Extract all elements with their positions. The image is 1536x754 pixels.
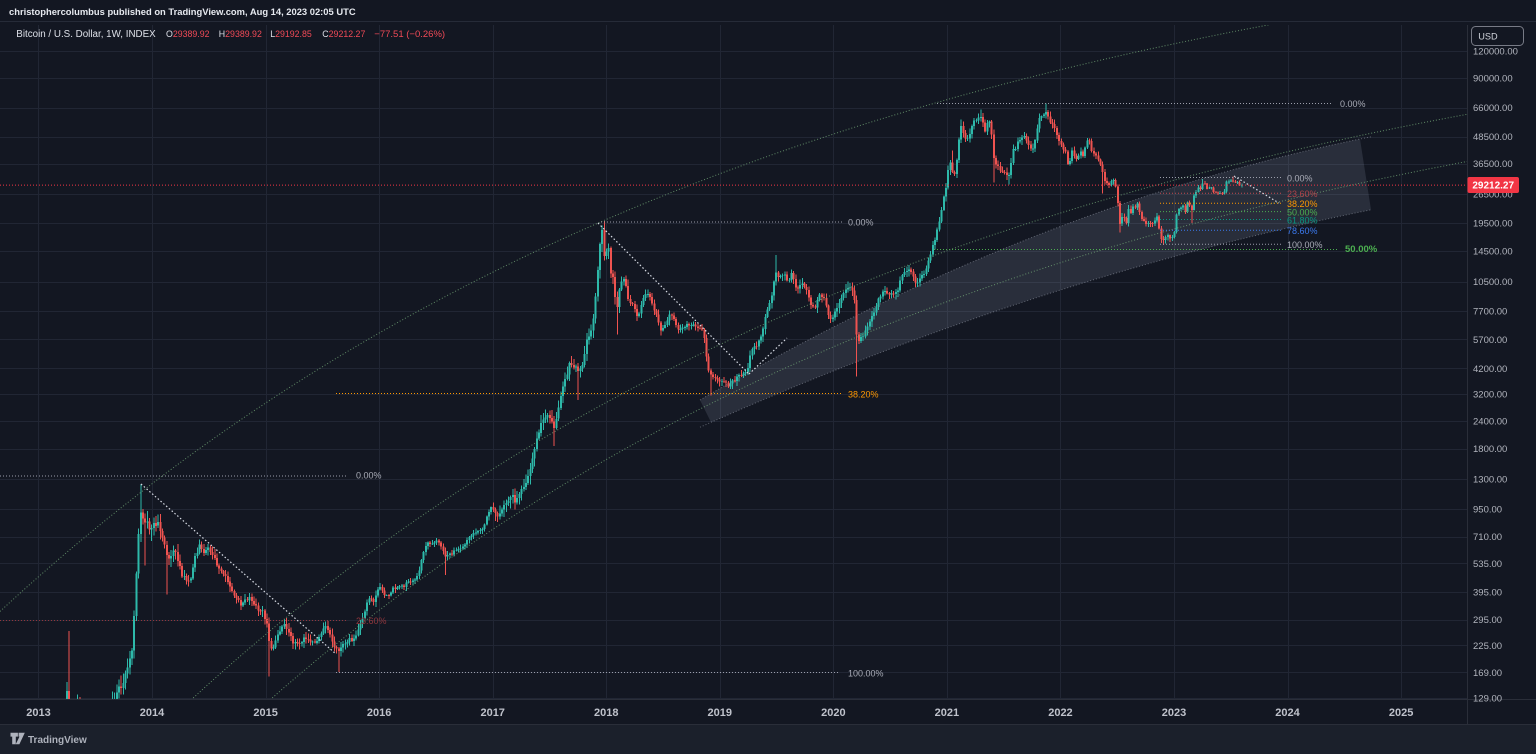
svg-text:950.00: 950.00 (1473, 504, 1502, 515)
svg-text:36500.00: 36500.00 (1473, 159, 1513, 170)
svg-text:1300.00: 1300.00 (1473, 475, 1507, 486)
svg-text:2017: 2017 (480, 707, 504, 719)
svg-text:23.60%: 23.60% (356, 616, 387, 626)
svg-text:29212.27: 29212.27 (1472, 181, 1514, 192)
svg-text:2022: 2022 (1048, 707, 1072, 719)
svg-text:19500.00: 19500.00 (1473, 218, 1513, 229)
svg-text:0.00%: 0.00% (848, 218, 874, 228)
svg-text:2023: 2023 (1162, 707, 1186, 719)
svg-text:120000.00: 120000.00 (1473, 46, 1518, 57)
svg-text:2015: 2015 (253, 707, 277, 719)
svg-text:535.00: 535.00 (1473, 559, 1502, 570)
svg-text:2024: 2024 (1275, 707, 1300, 719)
svg-text:2016: 2016 (367, 707, 391, 719)
svg-text:100.00%: 100.00% (1287, 240, 1323, 250)
svg-text:2019: 2019 (708, 707, 732, 719)
svg-text:50.00%: 50.00% (1287, 208, 1318, 218)
svg-text:L29192.85: L29192.85 (270, 29, 312, 39)
svg-text:2400.00: 2400.00 (1473, 417, 1507, 428)
svg-text:H29389.92: H29389.92 (219, 29, 262, 39)
svg-text:4200.00: 4200.00 (1473, 364, 1507, 375)
svg-text:0.00%: 0.00% (1287, 174, 1313, 184)
svg-text:2020: 2020 (821, 707, 845, 719)
svg-text:christophercolumbus published: christophercolumbus published on Trading… (9, 6, 356, 17)
svg-text:1800.00: 1800.00 (1473, 444, 1507, 455)
svg-text:38.20%: 38.20% (848, 390, 879, 400)
svg-text:90000.00: 90000.00 (1473, 74, 1513, 85)
svg-text:26500.00: 26500.00 (1473, 189, 1513, 200)
svg-text:23.60%: 23.60% (1287, 189, 1318, 199)
svg-text:295.00: 295.00 (1473, 615, 1502, 626)
svg-text:7700.00: 7700.00 (1473, 306, 1507, 317)
svg-text:48500.00: 48500.00 (1473, 132, 1513, 143)
svg-text:710.00: 710.00 (1473, 532, 1502, 543)
svg-text:2018: 2018 (594, 707, 618, 719)
svg-text:395.00: 395.00 (1473, 587, 1502, 598)
svg-text:0.00%: 0.00% (1340, 99, 1366, 109)
svg-text:2025: 2025 (1389, 707, 1413, 719)
svg-text:5700.00: 5700.00 (1473, 335, 1507, 346)
svg-text:38.20%: 38.20% (1287, 199, 1318, 209)
svg-text:Bitcoin / U.S. Dollar, 1W, IND: Bitcoin / U.S. Dollar, 1W, INDEX (16, 29, 156, 40)
svg-text:10500.00: 10500.00 (1473, 277, 1513, 288)
svg-text:225.00: 225.00 (1473, 641, 1502, 652)
svg-text:0.00%: 0.00% (356, 471, 382, 481)
svg-text:−77.51 (−0.26%): −77.51 (−0.26%) (374, 29, 445, 40)
svg-text:2021: 2021 (935, 707, 959, 719)
svg-text:USD: USD (1478, 31, 1498, 41)
svg-text:2013: 2013 (26, 707, 50, 719)
svg-text:TradingView: TradingView (28, 735, 87, 746)
svg-text:14500.00: 14500.00 (1473, 246, 1513, 257)
svg-text:66000.00: 66000.00 (1473, 103, 1513, 114)
svg-text:O29389.92: O29389.92 (166, 29, 210, 39)
svg-text:50.00%: 50.00% (1345, 244, 1378, 255)
svg-text:2014: 2014 (140, 707, 165, 719)
svg-text:C29212.27: C29212.27 (322, 29, 365, 39)
svg-text:129.00: 129.00 (1473, 693, 1502, 704)
svg-text:61.80%: 61.80% (1287, 215, 1318, 225)
svg-text:3200.00: 3200.00 (1473, 389, 1507, 400)
svg-text:169.00: 169.00 (1473, 668, 1502, 679)
svg-text:78.60%: 78.60% (1287, 226, 1318, 236)
svg-text:100.00%: 100.00% (848, 669, 884, 679)
